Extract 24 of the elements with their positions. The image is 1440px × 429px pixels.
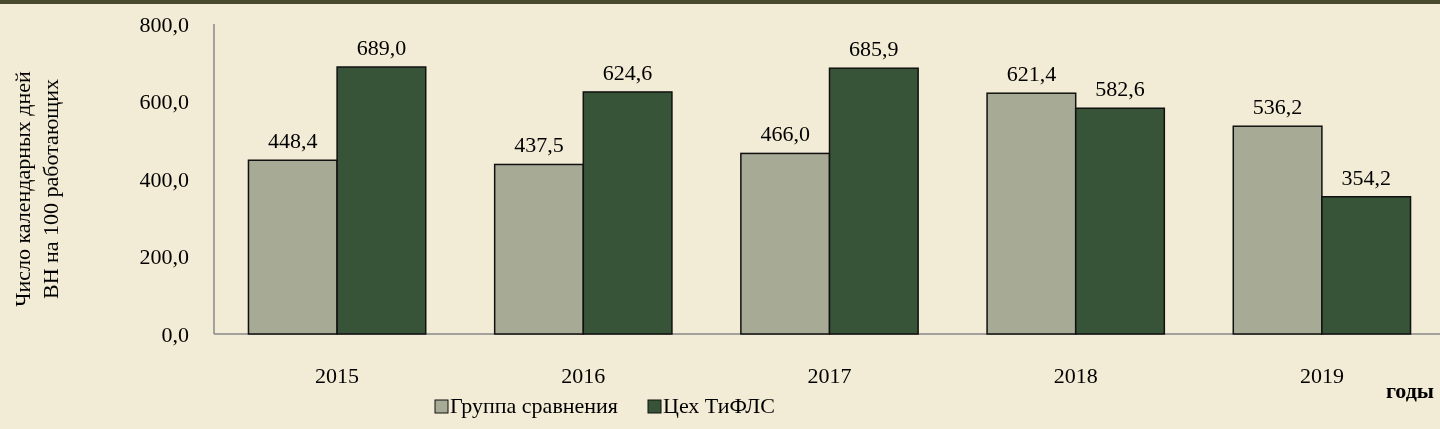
data-label: 689,0 xyxy=(356,35,407,61)
x-tick-label: 2018 xyxy=(1053,363,1098,388)
y-tick-label: 600,0 xyxy=(139,89,189,115)
data-label: 536,2 xyxy=(1252,94,1303,120)
data-label: 621,4 xyxy=(1006,61,1057,87)
x-tick-label: 2015 xyxy=(315,363,360,388)
y-tick-label: 0,0 xyxy=(161,321,189,347)
legend-label: Группа сравнения xyxy=(450,393,618,418)
y-tick-label: 400,0 xyxy=(139,166,189,192)
legend-label: Цех ТиФЛС xyxy=(663,393,775,418)
y-axis-title: Число календарных дней ВН на 100 работающих xyxy=(10,70,63,307)
x-tick-label: 2016 xyxy=(561,363,606,388)
data-label: 624,6 xyxy=(602,59,653,85)
data-label: 448,4 xyxy=(268,128,318,154)
data-label: 466,0 xyxy=(760,121,810,147)
data-label: 582,6 xyxy=(1095,76,1145,102)
x-tick-label: 2019 xyxy=(1299,363,1344,388)
y-tick-label: 800,0 xyxy=(139,11,189,37)
data-label: 354,2 xyxy=(1341,164,1391,190)
x-axis-title: годы xyxy=(1385,378,1434,403)
data-label: 437,5 xyxy=(514,132,564,158)
x-tick-label: 2017 xyxy=(807,363,852,388)
data-label: 685,9 xyxy=(849,36,899,62)
y-tick-label: 200,0 xyxy=(139,244,189,270)
